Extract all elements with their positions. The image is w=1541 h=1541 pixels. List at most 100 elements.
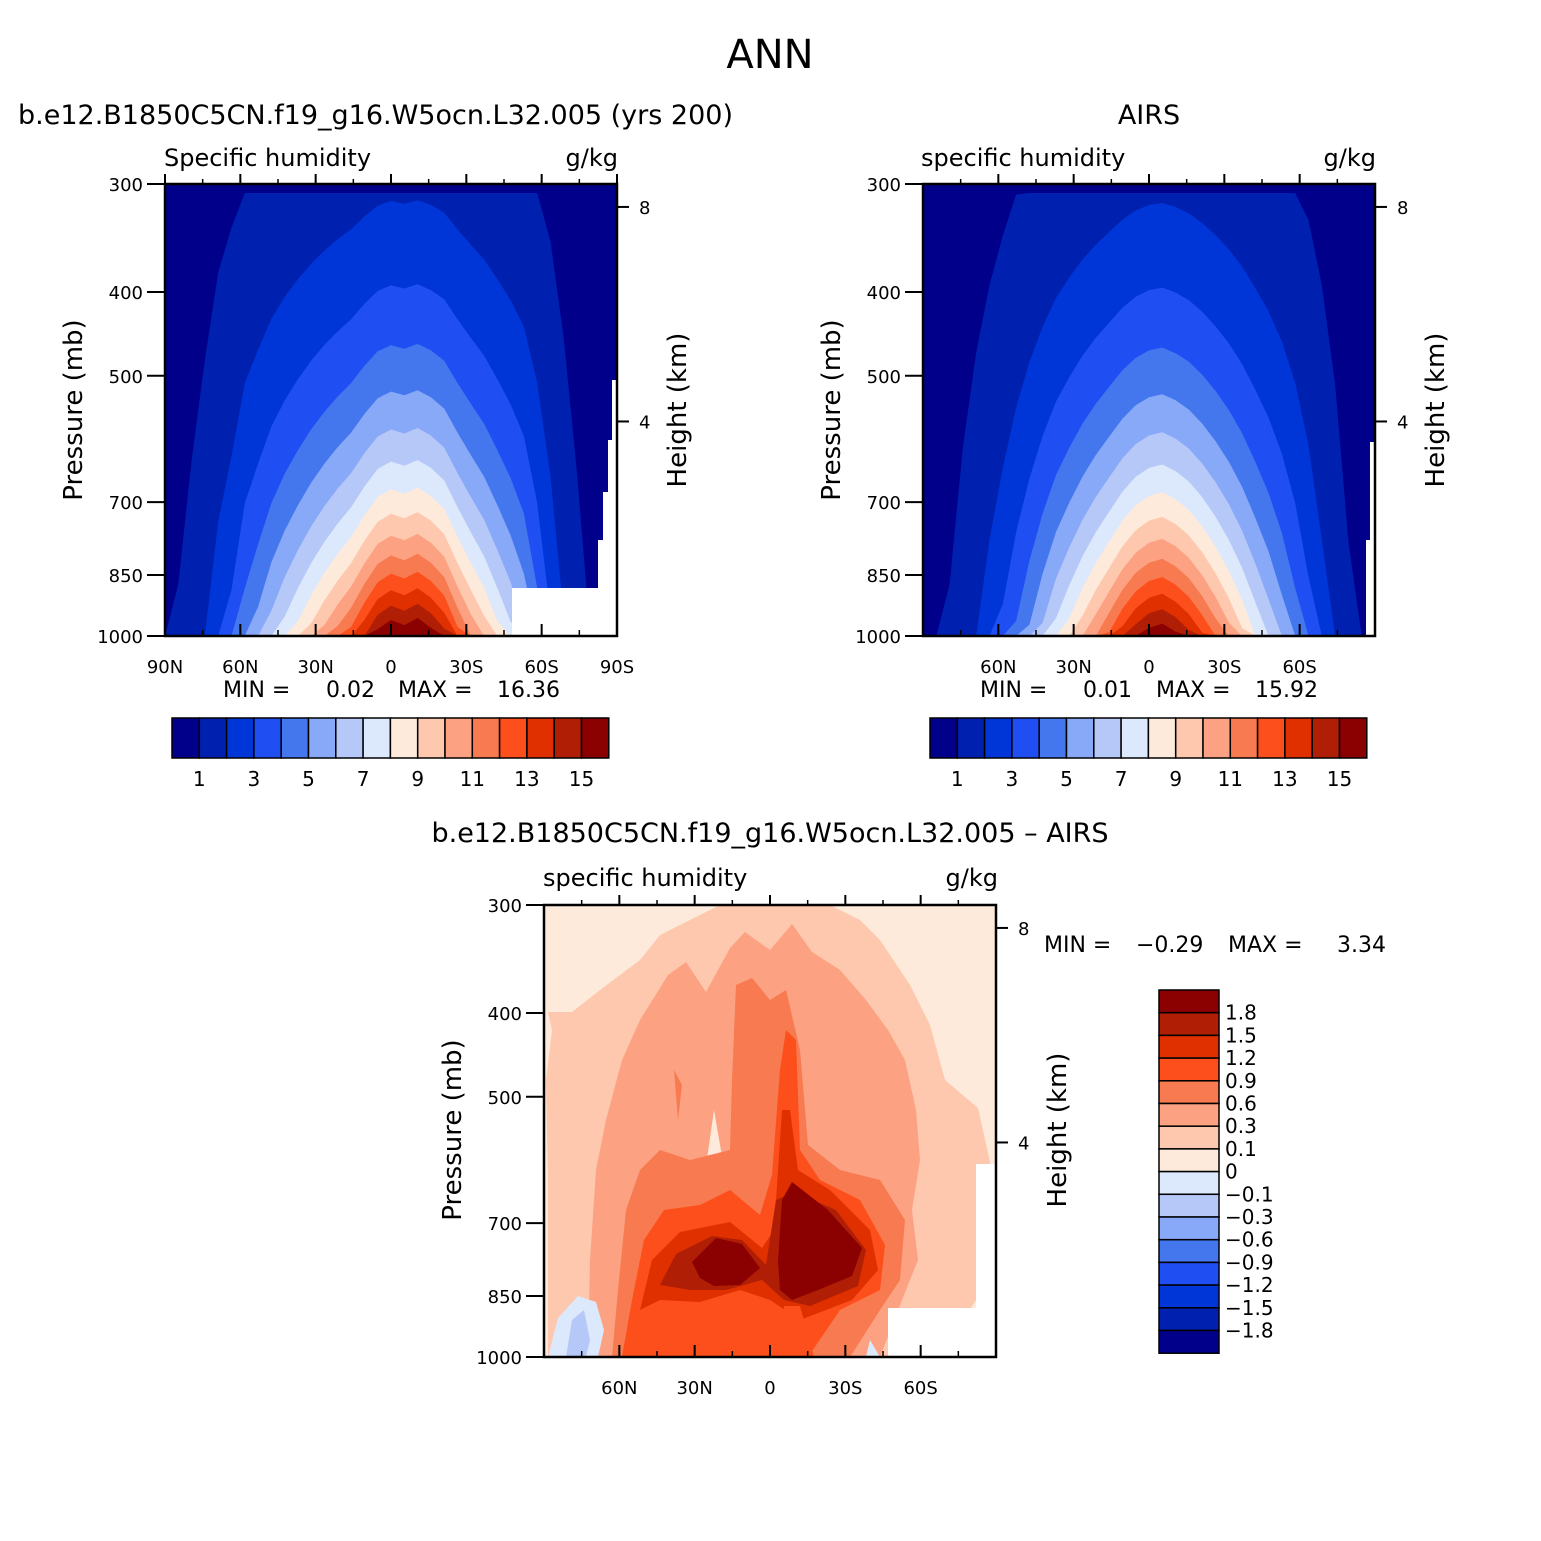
panel-airs-contour-level-14 [923, 609, 1375, 636]
panel-difference-colorbar-label: 1.5 [1225, 1023, 1257, 1047]
panel-difference-colorbar-label: 0 [1225, 1160, 1238, 1184]
panel-difference-colorbar-cell [1158, 1011, 1220, 1037]
panel-airs-min-label: MIN = [980, 678, 1047, 703]
panel-model-xtick-label: 60N [222, 657, 258, 678]
panel-airs-xtick-label: 60S [1282, 657, 1316, 678]
panel-difference-ytick-label: 700 [488, 1214, 522, 1235]
panel-model-missing-mask [612, 380, 617, 440]
panel-difference-axes: 60N 30N 0 30S 60S 300 400 500 700 850 1000 8 4 [476, 895, 1029, 1399]
panel-difference-ytick-label: 300 [488, 896, 522, 917]
panel-airs-ytick-label: 700 [867, 493, 901, 514]
panel-model-missing-mask [512, 588, 617, 636]
panel-model-colorbar-cell [389, 717, 419, 759]
panel-difference-plot-area [544, 905, 996, 1357]
panel-airs-colorbar-label: 3 [1006, 767, 1019, 791]
panel-difference-y2tick-label: 4 [1018, 1133, 1029, 1154]
panel-model-xtick-label: 90N [147, 657, 183, 678]
panel-model-right-label: g/kg [566, 144, 618, 172]
panel-model-colorbar-cell [444, 717, 474, 759]
panel-airs-y2label: Height (km) [1421, 333, 1451, 488]
panel-model-missing-mask [608, 440, 617, 492]
panel-model-left-label: Specific humidity [164, 144, 371, 172]
panel-airs-colorbar-cell [1147, 717, 1177, 759]
panel-airs-colorbar-cell [1065, 717, 1095, 759]
panel-difference-contour-10 [778, 1182, 862, 1300]
panel-model-max-value: 16.36 [497, 678, 560, 703]
panel-difference-y2label: Height (km) [1043, 1053, 1073, 1208]
panel-airs-colorbar-cell [983, 717, 1013, 759]
panel-model-colorbar-label: 13 [514, 767, 539, 791]
panel-model-ytick-label: 1000 [97, 627, 143, 648]
panel-difference-colorbar-cell [1158, 1307, 1220, 1332]
panel-difference-max-value: 3.34 [1337, 933, 1386, 958]
panel-model-y2label: Height (km) [663, 333, 693, 488]
panel-difference-ytick-label: 500 [488, 1088, 522, 1109]
panel-airs-ytick-label: 300 [867, 175, 901, 196]
panel-difference-missing-mask-right [976, 1164, 996, 1357]
panel-model-max-label: MAX = [398, 678, 473, 703]
panel-airs-ytick-label: 1000 [855, 627, 901, 648]
panel-model-colorbar-cell [198, 717, 228, 759]
panel-difference-left-label: specific humidity [543, 864, 747, 892]
panel-difference-colorbar: 1.81.51.20.90.60.30.10−0.1−0.3−0.6−0.9−1… [1158, 989, 1274, 1354]
panel-difference-colorbar-label: −1.8 [1225, 1319, 1274, 1343]
panel-difference-contour-15 [866, 1340, 880, 1357]
panel-airs-ytick-label: 850 [867, 566, 901, 587]
panel-difference-contour-12 [780, 1306, 814, 1357]
panel-difference-missing-mask [888, 1308, 976, 1357]
panel-model-colorbar-label: 3 [248, 767, 261, 791]
panel-airs-left-label: specific humidity [921, 144, 1125, 172]
panel-airs-colorbar-label: 11 [1218, 767, 1243, 791]
panel-airs-max-value: 15.92 [1255, 678, 1318, 703]
panel-airs-colorbar-cell [1311, 717, 1341, 759]
panel-model-colorbar-cell [362, 717, 392, 759]
panel-difference-colorbar-cell [1158, 1238, 1220, 1264]
panel-airs-colorbar-label: 1 [951, 767, 964, 791]
panel-difference-colorbar-cell [1158, 989, 1220, 1014]
panel-model-min-value: 0.02 [326, 678, 375, 703]
panel-model-y2tick-label: 8 [639, 198, 650, 219]
panel-airs-colorbar-label: 7 [1115, 767, 1128, 791]
panel-model-ytick-label: 500 [109, 367, 143, 388]
panel-difference-contour-9 [692, 1238, 760, 1286]
panel-airs-colorbar-cell [1038, 717, 1068, 759]
panel-difference-colorbar-cell [1158, 1034, 1220, 1059]
panel-model-ylabel: Pressure (mb) [59, 319, 89, 500]
panel-airs-right-label: g/kg [1324, 144, 1376, 172]
panel-difference-colorbar-cell [1158, 1284, 1220, 1309]
panel-difference-contour-14 [566, 1310, 590, 1357]
panel-model-xtick-label: 90S [600, 657, 634, 678]
panel-difference-colorbar-label: 0.6 [1225, 1092, 1257, 1116]
panel-model-colorbar-cell [280, 717, 310, 759]
panel-model-xtick-label: 0 [385, 657, 396, 678]
panel-difference-y2tick-label: 8 [1018, 919, 1029, 940]
panel-model-min-label: MIN = [223, 678, 290, 703]
panel-airs-plot-area [923, 184, 1375, 636]
panel-difference-ytick-label: 400 [488, 1004, 522, 1025]
page-title: ANN [726, 32, 813, 78]
panel-difference-xtick-label: 60S [903, 1378, 937, 1399]
panel-difference-xtick-label: 0 [764, 1378, 775, 1399]
panel-model-missing-mask [598, 540, 617, 588]
panel-difference-colorbar-cell [1158, 1125, 1220, 1150]
panel-model-colorbar-cell [307, 717, 337, 759]
panel-airs-xtick-label: 30N [1055, 657, 1091, 678]
panel-airs-missing-mask [1366, 540, 1375, 636]
panel-difference-xtick-label: 30S [828, 1378, 862, 1399]
panel-model-colorbar-label: 5 [302, 767, 315, 791]
panel-model-colorbar-label: 1 [193, 767, 206, 791]
panel-difference-xtick-label: 60N [601, 1378, 637, 1399]
panel-model-contour-level-14 [165, 603, 617, 636]
panel-difference-colorbar-cell [1158, 1216, 1220, 1241]
panel-airs: AIRS specific humidity g/kg 60N 30N 0 30S 60… [817, 100, 1451, 791]
panel-airs-title: AIRS [1118, 100, 1180, 131]
panel-airs-colorbar-cell [1202, 717, 1232, 759]
panel-difference-colorbar-label: −0.6 [1225, 1228, 1274, 1252]
panel-difference-colorbar-label: −1.2 [1225, 1273, 1274, 1297]
panel-airs-xtick-label: 60N [980, 657, 1016, 678]
panel-difference-colorbar-label: 0.1 [1225, 1137, 1257, 1161]
panel-difference-colorbar-label: 0.3 [1225, 1114, 1257, 1138]
panel-difference-colorbar-label: −0.3 [1225, 1205, 1274, 1229]
panel-difference-xtick-label: 30N [676, 1378, 712, 1399]
panel-difference-colorbar-cell [1158, 1329, 1220, 1354]
